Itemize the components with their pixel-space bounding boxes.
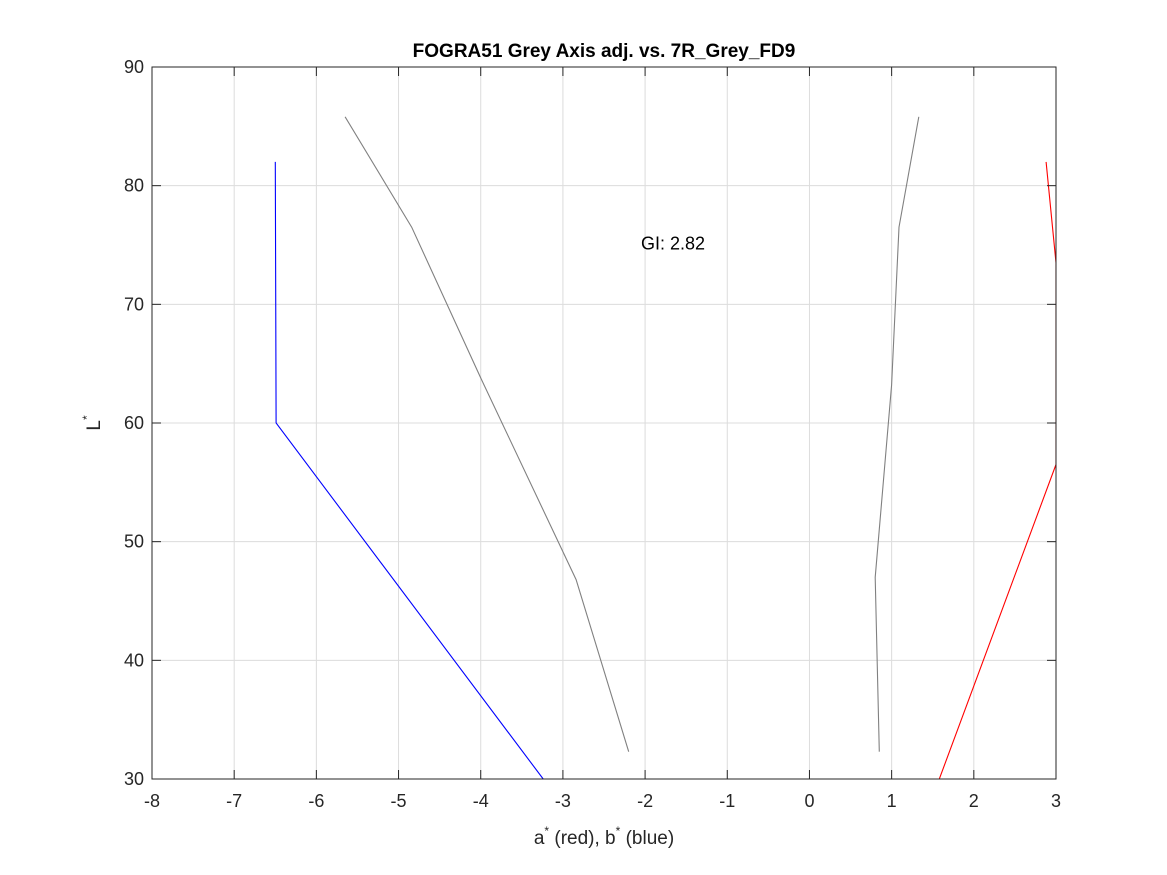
gi-annotation: GI: 2.82 <box>641 234 705 254</box>
annotations: GI: 2.82 <box>641 234 705 254</box>
series-line-2 <box>938 161 1056 779</box>
x-tick-label: 2 <box>969 791 979 811</box>
tick-labels: -8 -7 -6 -5 -4 -3 -2 -1 0 1 2 3 30 40 50 60 70 80 90 <box>124 57 1061 811</box>
y-axis-label: L* <box>80 415 105 431</box>
plot-frame <box>151 66 1057 780</box>
y-tick-label: 50 <box>124 532 144 552</box>
y-tick-label: 80 <box>124 176 144 196</box>
x-tick-label: -2 <box>637 791 653 811</box>
y-tick-label: 40 <box>124 650 144 670</box>
x-tick-label: 3 <box>1051 791 1061 811</box>
y-tick-label: 60 <box>124 413 144 433</box>
series-line-4 <box>874 116 920 752</box>
y-tick-label: 90 <box>124 57 144 77</box>
x-tick-label: -6 <box>308 791 324 811</box>
x-tick-label: 0 <box>804 791 814 811</box>
x-tick-label: -4 <box>473 791 489 811</box>
x-tick-label: -3 <box>555 791 571 811</box>
x-tick-label: -7 <box>226 791 242 811</box>
y-tick-label: 30 <box>124 769 144 789</box>
x-tick-label: -5 <box>391 791 407 811</box>
y-tick-label: 70 <box>124 294 144 314</box>
x-tick-label: -8 <box>144 791 160 811</box>
series-line-1 <box>274 161 544 779</box>
x-tick-label: -1 <box>719 791 735 811</box>
x-tick-label: 1 <box>887 791 897 811</box>
series-layer <box>274 116 1056 779</box>
series-line-3 <box>344 116 630 752</box>
x-axis-label: a* (red), b* (blue) <box>534 824 674 849</box>
chart-title: FOGRA51 Grey Axis adj. vs. 7R_Grey_FD9 <box>413 41 796 62</box>
